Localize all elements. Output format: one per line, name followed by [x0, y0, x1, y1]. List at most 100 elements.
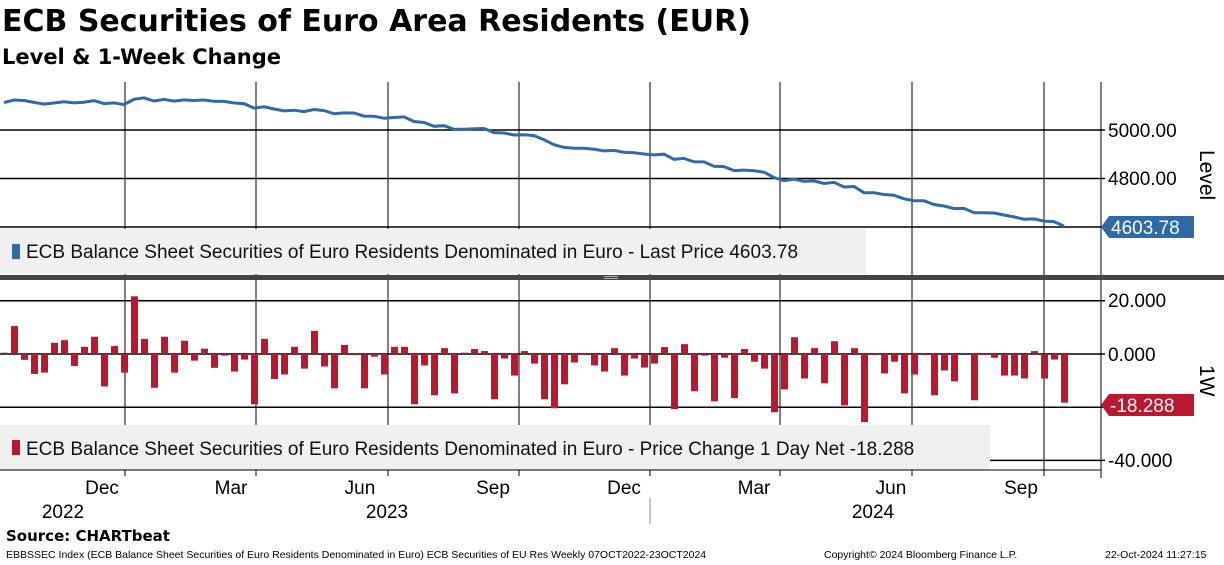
change-bar: [531, 354, 538, 364]
change-bar: [1021, 354, 1028, 379]
change-bar: [1051, 354, 1058, 360]
divider-grip-icon-line: [604, 278, 618, 279]
change-bar: [101, 354, 108, 387]
change-bar: [441, 348, 448, 354]
xtick-month: Dec: [607, 478, 641, 499]
change-bar: [871, 354, 878, 355]
divider-grip-icon[interactable]: [604, 276, 618, 277]
change-bar: [331, 354, 338, 389]
ytick-label: 5000.00: [1108, 121, 1177, 142]
change-bar: [301, 354, 308, 369]
change-bar: [131, 296, 138, 354]
xtick-month: Mar: [215, 478, 248, 499]
change-axis-title: 1W: [1195, 365, 1218, 397]
level-line: [3, 96, 1065, 228]
change-bar: [451, 354, 458, 394]
change-bar: [381, 354, 388, 375]
change-bar: [231, 354, 238, 372]
change-bar: [751, 354, 758, 362]
change-bar: [111, 346, 118, 354]
change-bar: [991, 354, 998, 358]
ytick-label: 4800.00: [1108, 169, 1177, 190]
change-legend-swatch: [12, 440, 20, 455]
xtick-month: Jun: [876, 478, 907, 499]
change-bar: [891, 354, 898, 362]
change-bar: [511, 354, 518, 376]
change-bar: [421, 354, 428, 366]
copyright: Copyright© 2024 Bloomberg Finance L.P.: [824, 549, 1018, 561]
change-bar: [31, 354, 38, 374]
change-bar: [761, 354, 768, 369]
change-bar: [21, 354, 28, 360]
change-bar: [621, 354, 628, 376]
change-bar: [1, 352, 8, 354]
change-bar: [721, 354, 728, 358]
change-bar: [461, 352, 468, 354]
change-bar: [261, 338, 268, 354]
change-bar: [711, 354, 718, 402]
level-legend-swatch: [12, 244, 20, 259]
change-bar: [61, 340, 68, 354]
last-level-tag: [1101, 216, 1194, 238]
change-bar: [521, 351, 528, 354]
timestamp: 22-Oct-2024 11:27:15: [1105, 549, 1207, 561]
change-bar: [961, 352, 968, 354]
change-bar: [91, 336, 98, 354]
change-bar: [791, 337, 798, 354]
change-bar: [911, 354, 918, 375]
change-bar: [571, 354, 578, 363]
change-bar: [191, 354, 198, 361]
change-bar: [11, 326, 18, 354]
xtick-month: Dec: [85, 478, 119, 499]
change-bar: [291, 346, 298, 354]
ytick-label: -40.000: [1108, 451, 1172, 472]
change-bar: [361, 354, 368, 389]
change-bar: [251, 354, 258, 405]
change-bar: [181, 340, 188, 354]
change-bar: [841, 354, 848, 406]
change-bar: [941, 354, 948, 371]
change-bar: [401, 346, 408, 354]
change-bar: [201, 348, 208, 354]
change-bar: [311, 330, 318, 354]
change-bar: [121, 354, 128, 373]
change-bar: [171, 354, 178, 373]
ticker-description: EBBSSEC Index (ECB Balance Sheet Securit…: [6, 549, 707, 561]
change-bar: [141, 338, 148, 354]
xtick-month: Jun: [345, 478, 376, 499]
change-bar: [341, 344, 348, 354]
change-bar: [431, 354, 438, 396]
change-bar: [641, 354, 648, 368]
change-bar: [861, 354, 868, 423]
change-bar: [701, 354, 708, 356]
change-legend: ECB Balance Sheet Securities of Euro Res…: [26, 439, 914, 460]
change-bar: [591, 354, 598, 366]
change-bar: [611, 348, 618, 354]
change-bar: [671, 354, 678, 410]
change-bar: [811, 348, 818, 354]
change-bar: [241, 354, 248, 360]
xtick-year: 2023: [366, 502, 408, 523]
change-bar: [481, 351, 488, 354]
change-bar: [1041, 354, 1048, 379]
change-bar: [931, 354, 938, 396]
change-bar: [1001, 354, 1008, 376]
change-bar: [631, 354, 638, 359]
change-bar: [661, 347, 668, 354]
level-legend-box: [0, 229, 866, 274]
xtick-month: Sep: [476, 478, 510, 499]
last-change-label: -18.288: [1110, 396, 1174, 417]
change-bars: [1, 296, 1068, 423]
level-legend: ECB Balance Sheet Securities of Euro Res…: [26, 242, 798, 263]
change-bar: [731, 354, 738, 399]
change-bar: [471, 348, 478, 354]
panel-divider[interactable]: [0, 275, 1224, 280]
last-change-tag: [1101, 394, 1194, 416]
change-bar: [831, 341, 838, 354]
change-bar: [211, 354, 218, 368]
last-level-label: 4603.78: [1111, 218, 1180, 239]
change-bar: [391, 346, 398, 354]
level-axis-title: Level: [1195, 150, 1218, 200]
chart-subtitle: Level & 1-Week Change: [2, 45, 282, 69]
